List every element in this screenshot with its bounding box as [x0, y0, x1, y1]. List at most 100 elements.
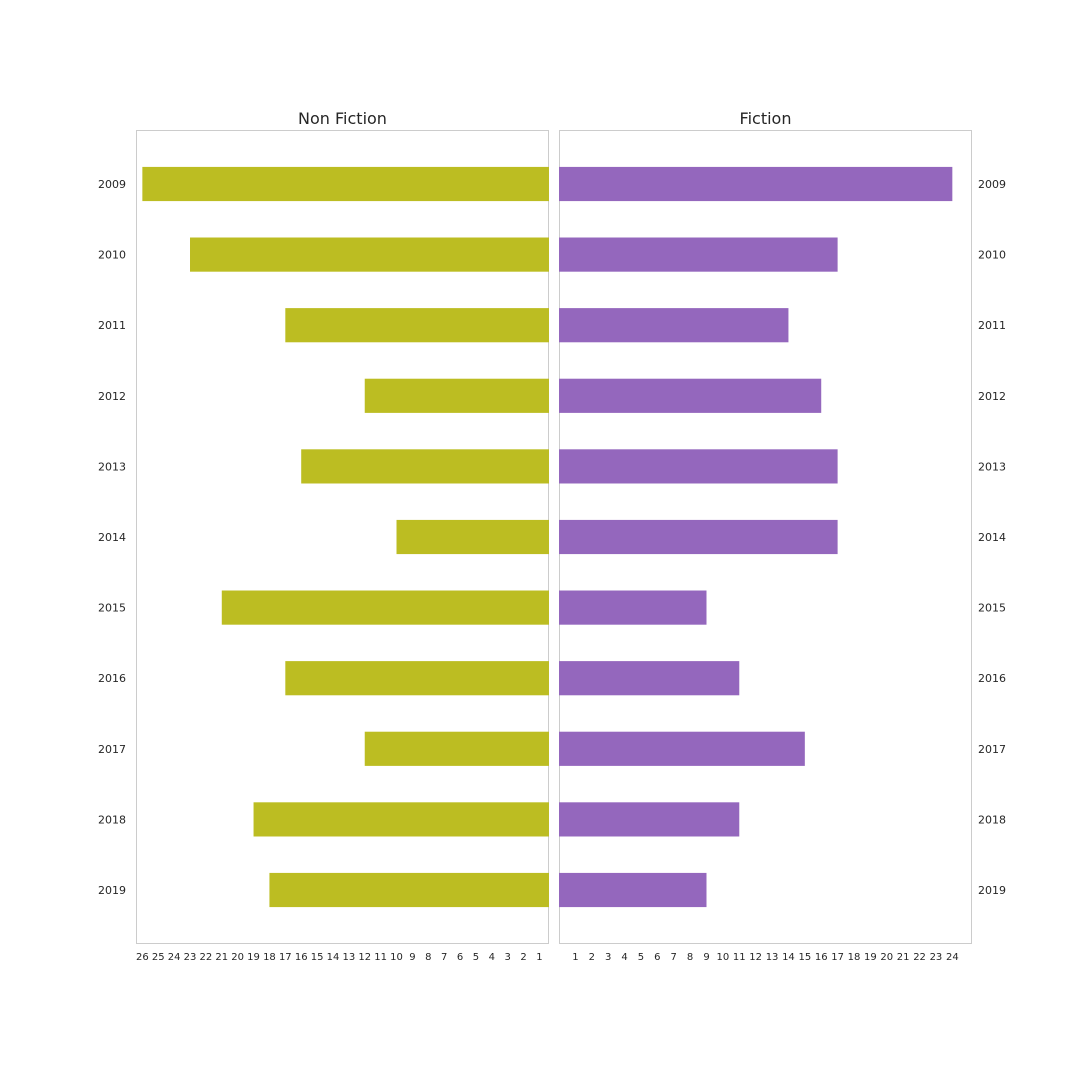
x-tick-label-fiction-22: 22 [913, 952, 926, 963]
panel-fiction: 2009201020112012201320142015201620172018… [559, 109, 1006, 963]
x-tick-label-fiction-20: 20 [880, 952, 893, 963]
x-tick-label-nonfiction-17: 17 [279, 952, 292, 963]
x-tick-label-nonfiction-21: 21 [215, 952, 228, 963]
x-tick-label-fiction-7: 7 [671, 952, 677, 963]
bar-fiction-2019 [559, 872, 707, 908]
x-tick-label-nonfiction-16: 16 [295, 952, 308, 963]
year-label-fiction-2009: 2009 [978, 178, 1006, 191]
x-tick-label-nonfiction-12: 12 [358, 952, 371, 963]
year-label-nonfiction-2009: 2009 [98, 178, 126, 191]
x-tick-label-fiction-6: 6 [654, 952, 660, 963]
bar-nonfiction-2014 [396, 519, 549, 555]
x-tick-label-nonfiction-25: 25 [152, 952, 165, 963]
x-tick-label-fiction-15: 15 [798, 952, 811, 963]
x-tick-label-nonfiction-2: 2 [520, 952, 526, 963]
x-tick-label-nonfiction-3: 3 [505, 952, 511, 963]
year-label-fiction-2013: 2013 [978, 460, 1006, 473]
year-label-nonfiction-2014: 2014 [98, 531, 126, 544]
bar-fiction-2013 [559, 449, 838, 484]
year-label-fiction-2015: 2015 [978, 602, 1006, 615]
bar-nonfiction-2012 [364, 378, 549, 413]
year-label-fiction-2018: 2018 [978, 813, 1006, 826]
x-tick-label-fiction-23: 23 [930, 952, 943, 963]
x-tick-label-nonfiction-6: 6 [457, 952, 463, 963]
bar-nonfiction-2016 [285, 661, 549, 696]
x-tick-label-nonfiction-7: 7 [441, 952, 447, 963]
x-tick-label-nonfiction-15: 15 [311, 952, 324, 963]
x-tick-label-fiction-3: 3 [605, 952, 611, 963]
year-label-nonfiction-2018: 2018 [98, 813, 126, 826]
bar-fiction-2018 [559, 802, 740, 837]
bar-fiction-2015 [559, 590, 707, 625]
x-tick-label-nonfiction-19: 19 [247, 952, 260, 963]
x-tick-label-fiction-19: 19 [864, 952, 877, 963]
x-tick-label-fiction-2: 2 [589, 952, 595, 963]
bar-nonfiction-2019 [269, 872, 549, 908]
year-label-fiction-2019: 2019 [978, 884, 1006, 897]
x-tick-label-fiction-16: 16 [815, 952, 828, 963]
x-tick-label-nonfiction-4: 4 [489, 952, 495, 963]
year-label-nonfiction-2017: 2017 [98, 743, 126, 756]
year-label-fiction-2012: 2012 [978, 390, 1006, 403]
x-tick-label-fiction-12: 12 [749, 952, 762, 963]
x-tick-label-nonfiction-22: 22 [200, 952, 213, 963]
x-tick-label-fiction-18: 18 [848, 952, 861, 963]
bar-nonfiction-2017 [364, 731, 549, 766]
x-tick-label-fiction-17: 17 [831, 952, 844, 963]
x-tick-label-fiction-8: 8 [687, 952, 693, 963]
year-label-nonfiction-2016: 2016 [98, 672, 126, 685]
year-label-nonfiction-2011: 2011 [98, 319, 126, 332]
x-tick-label-nonfiction-10: 10 [390, 952, 403, 963]
bar-fiction-2010 [559, 237, 838, 272]
x-tick-label-nonfiction-20: 20 [231, 952, 244, 963]
year-label-fiction-2014: 2014 [978, 531, 1006, 544]
year-label-fiction-2011: 2011 [978, 319, 1006, 332]
year-label-fiction-2016: 2016 [978, 672, 1006, 685]
panel-title-fiction: Fiction [740, 109, 792, 128]
year-label-nonfiction-2015: 2015 [98, 602, 126, 615]
bar-fiction-2017 [559, 731, 805, 766]
x-tick-label-fiction-24: 24 [946, 952, 959, 963]
panel-title-nonfiction: Non Fiction [298, 109, 387, 128]
x-tick-label-fiction-13: 13 [766, 952, 779, 963]
x-tick-label-nonfiction-1: 1 [536, 952, 542, 963]
bar-nonfiction-2011 [285, 308, 549, 343]
x-tick-label-fiction-11: 11 [733, 952, 746, 963]
year-label-nonfiction-2010: 2010 [98, 249, 126, 262]
bar-fiction-2012 [559, 378, 822, 413]
bar-nonfiction-2018 [253, 802, 550, 837]
year-label-fiction-2017: 2017 [978, 743, 1006, 756]
bar-fiction-2016 [559, 661, 740, 696]
bar-fiction-2011 [559, 308, 789, 343]
bar-nonfiction-2013 [301, 449, 549, 484]
x-tick-label-fiction-5: 5 [638, 952, 644, 963]
year-label-nonfiction-2012: 2012 [98, 390, 126, 403]
year-label-fiction-2010: 2010 [978, 249, 1006, 262]
x-tick-label-fiction-9: 9 [703, 952, 709, 963]
x-tick-label-fiction-4: 4 [621, 952, 627, 963]
x-tick-label-nonfiction-11: 11 [374, 952, 387, 963]
bar-nonfiction-2009 [142, 166, 549, 202]
bar-fiction-2009 [559, 166, 953, 202]
x-tick-label-nonfiction-5: 5 [473, 952, 479, 963]
bar-fiction-2014 [559, 519, 838, 555]
x-tick-label-nonfiction-13: 13 [342, 952, 355, 963]
bar-nonfiction-2010 [190, 237, 549, 272]
x-tick-label-fiction-14: 14 [782, 952, 795, 963]
x-tick-label-nonfiction-24: 24 [168, 952, 181, 963]
bar-nonfiction-2015 [221, 590, 549, 625]
year-label-nonfiction-2013: 2013 [98, 460, 126, 473]
x-tick-label-nonfiction-18: 18 [263, 952, 276, 963]
x-tick-label-fiction-1: 1 [572, 952, 578, 963]
x-tick-label-nonfiction-8: 8 [425, 952, 431, 963]
x-tick-label-nonfiction-26: 26 [136, 952, 149, 963]
x-tick-label-nonfiction-14: 14 [327, 952, 340, 963]
year-label-nonfiction-2019: 2019 [98, 884, 126, 897]
x-tick-label-fiction-10: 10 [717, 952, 730, 963]
x-tick-label-fiction-21: 21 [897, 952, 910, 963]
x-tick-label-nonfiction-9: 9 [409, 952, 415, 963]
x-tick-label-nonfiction-23: 23 [184, 952, 197, 963]
panel-nonfiction: 2009201020112012201320142015201620172018… [98, 109, 550, 963]
